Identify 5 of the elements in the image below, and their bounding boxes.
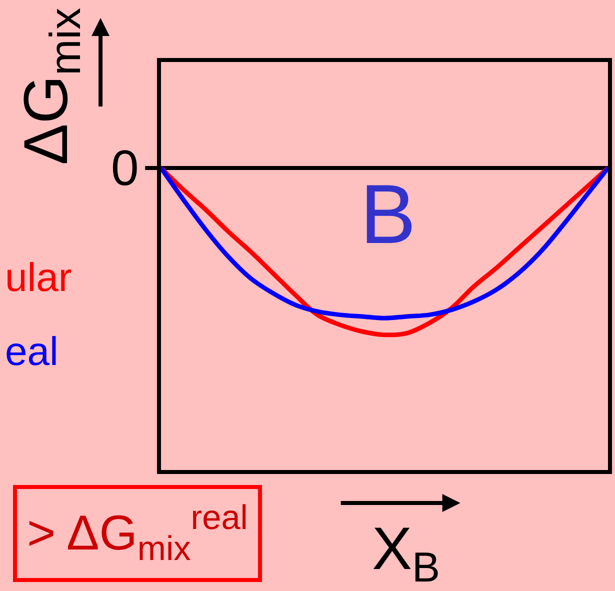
x-axis-title: X$_{B}$ xyxy=(372,515,440,591)
annotation: B xyxy=(360,167,416,261)
text: eal xyxy=(5,330,58,374)
ref-line-label: 0 xyxy=(111,140,139,196)
text: ular xyxy=(5,256,72,300)
